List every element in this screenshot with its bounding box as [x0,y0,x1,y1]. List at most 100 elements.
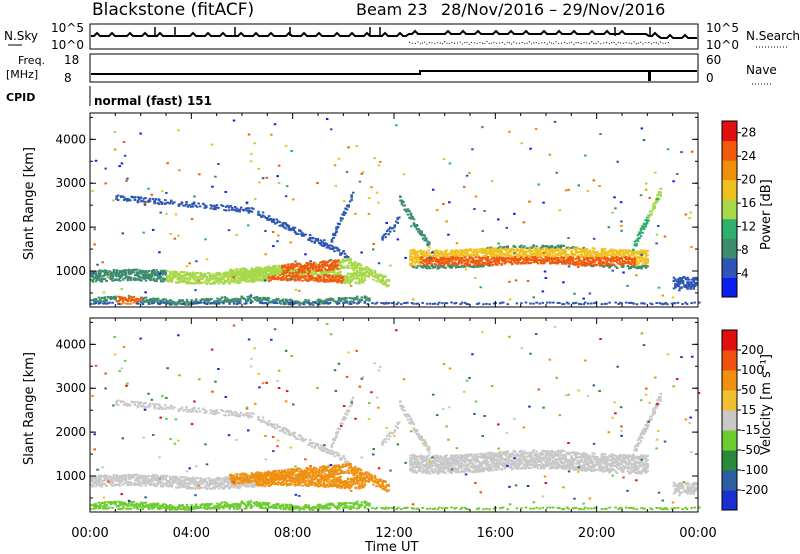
power-cell [348,301,351,304]
power-cell [347,146,350,149]
power-cell [512,248,516,251]
power-cell [372,278,375,281]
freq-panel-frame [89,53,699,83]
power-cell [351,272,354,275]
power-cell [193,272,196,275]
power-cell [273,268,276,271]
power-cell [524,301,528,304]
power-cell [113,148,117,151]
power-cell [128,271,131,273]
power-cell [422,259,426,262]
power-cell [439,251,443,254]
power-cell [439,261,443,264]
power-cell [144,299,148,302]
power-cell [298,273,301,276]
power-cell [605,255,608,258]
power-cell [645,216,649,219]
power-cell [486,246,490,249]
power-cell [614,253,617,256]
power-cell [321,279,324,282]
power-cell [568,256,572,258]
power-cell [424,261,427,264]
power-cell [352,267,355,270]
power-cell [442,266,446,269]
power-cell [280,302,283,305]
power-cell [249,160,253,163]
power-cell [199,274,202,277]
power-cell [114,298,117,301]
velocity-cell [105,484,108,487]
power-cell [644,255,648,258]
power-cell [639,194,643,197]
power-cell [174,213,178,216]
power-cell [524,247,528,250]
power-cell [504,255,508,258]
power-cell [432,260,435,263]
power-cell [272,220,275,223]
power-cell [114,295,117,298]
power-cell [222,278,225,281]
power-cell [428,262,432,265]
power-cell [356,302,359,305]
power-cell [618,301,622,304]
power-cell [418,263,421,266]
power-cell [124,271,128,274]
power-cell [466,249,470,252]
power-cell [339,252,342,255]
power-cell [532,244,535,247]
power-cell [609,259,613,262]
power-cell [345,297,348,300]
power-cell [530,246,534,249]
power-cell [128,268,131,271]
power-cell [480,251,484,254]
power-cell [336,247,339,250]
power-cell [562,257,566,260]
power-cell [585,256,589,259]
power-cell [257,279,260,282]
power-cell [175,273,178,276]
power-cell [425,253,429,256]
power-cell [318,303,321,306]
power-cell [377,262,381,265]
power-cell [296,301,300,304]
power-cell [214,302,218,305]
power-cell [638,260,642,263]
power-cell [213,274,216,277]
power-cell [283,268,286,271]
power-cell [396,238,400,241]
power-cell [463,301,467,304]
power-cell [334,184,338,187]
power-cell [99,300,102,303]
power-cell [208,298,212,301]
power-cell [585,250,589,253]
power-cell [377,201,380,204]
power-cell [473,259,476,262]
power-cell [565,246,569,249]
power-cell [483,247,487,250]
power-cell [158,299,161,302]
power-cell [277,271,281,274]
power-cell [223,209,226,212]
power-cell [173,301,177,304]
power-cell [121,195,124,198]
power-cell [431,188,435,191]
power-cell [159,300,163,302]
power-cell [497,250,500,253]
power-cell [123,272,126,275]
power-cell [150,269,154,272]
power-cell [312,266,316,269]
power-cell [225,280,228,283]
power-cell [93,270,96,273]
power-cell [331,261,334,264]
y-tick-label: 3000 [55,176,86,190]
power-cell [596,257,599,260]
power-cell [281,266,284,269]
power-cell [473,253,476,256]
power-cell [465,303,468,306]
power-cell [181,275,184,278]
power-cell [305,264,308,267]
power-cell [268,268,272,271]
power-cell [223,272,227,275]
power-cell [156,270,160,273]
power-cell [209,207,213,210]
